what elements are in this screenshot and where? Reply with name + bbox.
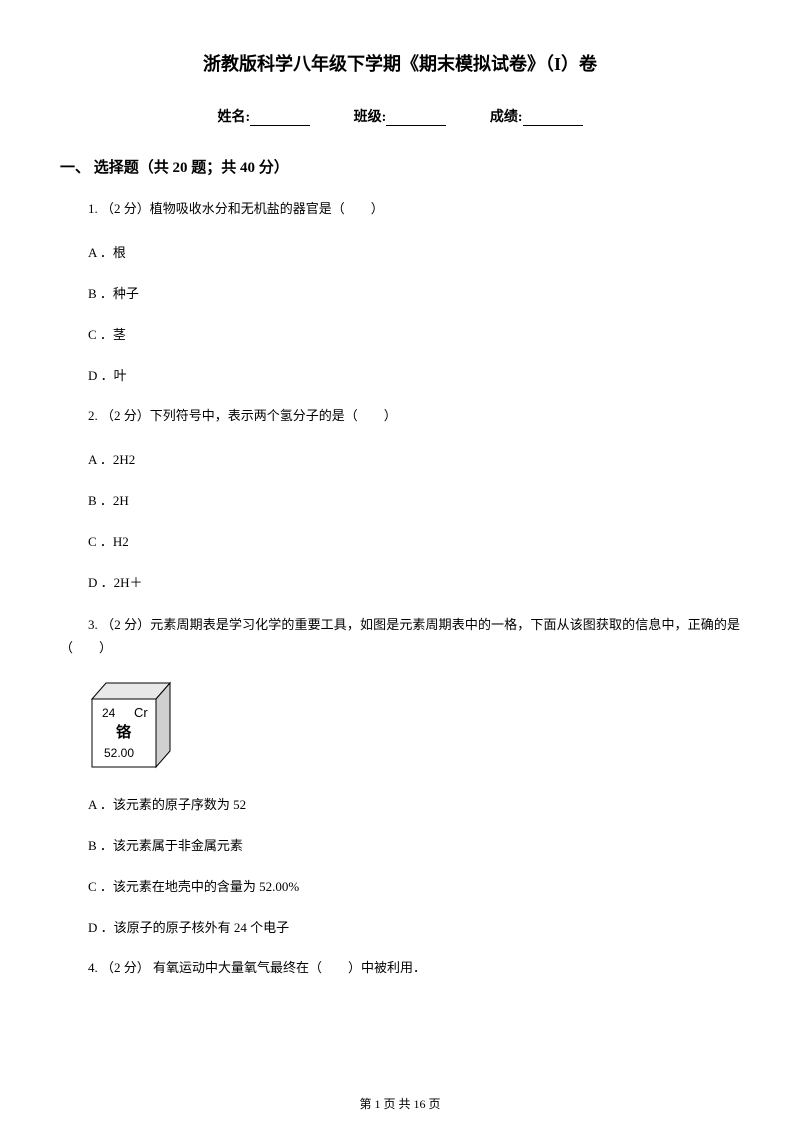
element-name: 铬 — [116, 723, 132, 741]
question-1: 1. （2 分）植物吸收水分和无机盐的器官是（ ） A ．根 B ．种子 C ．… — [60, 199, 740, 384]
question-4: 4. （2 分） 有氧运动中大量氧气最终在（ ）中被利用． — [60, 958, 740, 979]
name-underline — [250, 112, 310, 126]
q1-stem: 1. （2 分）植物吸收水分和无机盐的器官是（ ） — [60, 199, 740, 220]
score-field: 成绩: — [490, 106, 583, 126]
q3-option-b: B ．该元素属于非金属元素 — [60, 835, 740, 854]
q4-stem: 4. （2 分） 有氧运动中大量氧气最终在（ ）中被利用． — [60, 958, 740, 979]
q1-option-d: D ．叶 — [60, 365, 740, 384]
class-field: 班级: — [354, 106, 447, 126]
question-2: 2. （2 分）下列符号中，表示两个氢分子的是（ ） A ．2H2 B ．2H … — [60, 406, 740, 591]
q3-option-d: D ．该原子的原子核外有 24 个电子 — [60, 917, 740, 936]
q1-option-a: A ．根 — [60, 242, 740, 261]
page-footer: 第 1 页 共 16 页 — [0, 1095, 800, 1112]
section-heading: 一、 选择题（共 20 题；共 40 分） — [60, 156, 740, 177]
class-underline — [386, 112, 446, 126]
q3-option-a: A ．该元素的原子序数为 52 — [60, 794, 740, 813]
q2-option-a: A ．2H2 — [60, 449, 740, 468]
score-underline — [523, 112, 583, 126]
score-label: 成绩: — [490, 110, 523, 125]
name-label: 姓名: — [217, 110, 250, 125]
element-cube-svg: 24 Cr 铬 52.00 — [88, 677, 178, 772]
element-mass: 52.00 — [104, 746, 134, 760]
header-fields: 姓名: 班级: 成绩: — [60, 106, 740, 126]
periodic-element-figure: 24 Cr 铬 52.00 — [88, 677, 740, 772]
q2-option-d: D ．2H＋ — [60, 572, 740, 591]
q2-option-c: C ．H2 — [60, 531, 740, 550]
element-number: 24 — [102, 706, 116, 720]
q2-option-b: B ．2H — [60, 490, 740, 509]
name-field: 姓名: — [217, 106, 310, 126]
element-symbol: Cr — [134, 705, 148, 720]
q1-option-c: C ．茎 — [60, 324, 740, 343]
q3-stem: 3. （2 分）元素周期表是学习化学的重要工具，如图是元素周期表中的一格，下面从… — [60, 613, 740, 660]
exam-title: 浙教版科学八年级下学期《期末模拟试卷》（I）卷 — [60, 50, 740, 76]
q2-stem: 2. （2 分）下列符号中，表示两个氢分子的是（ ） — [60, 406, 740, 427]
question-3: 3. （2 分）元素周期表是学习化学的重要工具，如图是元素周期表中的一格，下面从… — [60, 613, 740, 937]
q3-option-c: C ．该元素在地壳中的含量为 52.00% — [60, 876, 740, 895]
q1-option-b: B ．种子 — [60, 283, 740, 302]
class-label: 班级: — [354, 110, 387, 125]
